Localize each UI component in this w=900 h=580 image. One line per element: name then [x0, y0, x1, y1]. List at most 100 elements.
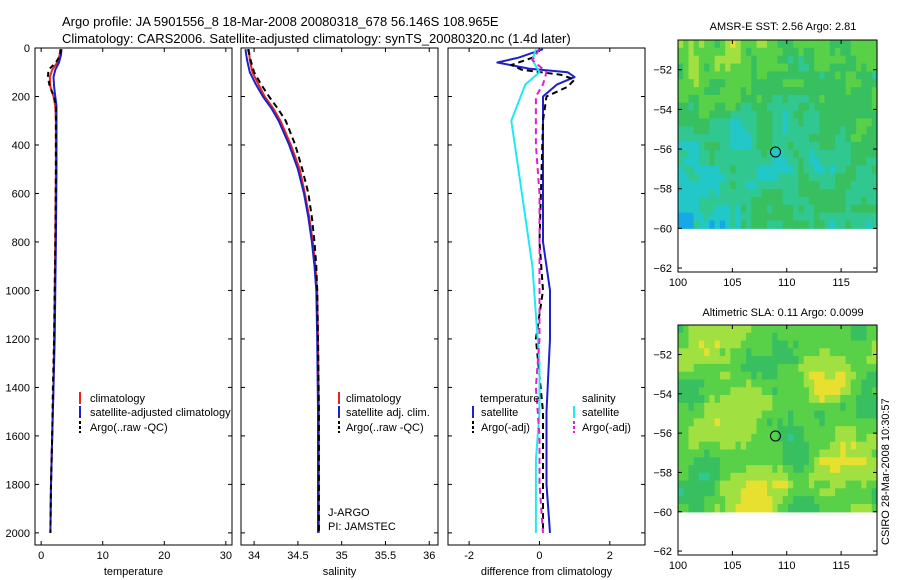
heatmap-cell	[803, 173, 810, 182]
heatmap-cell	[856, 87, 862, 96]
heatmap-cell	[829, 94, 836, 104]
heatmap-cell	[850, 426, 857, 435]
heatmap-cell	[788, 395, 794, 404]
heatmap-cell	[740, 332, 747, 342]
heatmap-cell	[861, 47, 868, 57]
heatmap-cell	[808, 402, 815, 412]
heatmap-cell	[777, 387, 784, 396]
heatmap-cell	[698, 157, 705, 167]
heatmap-cell	[735, 63, 742, 72]
heatmap-cell	[840, 47, 847, 57]
heatmap-cell	[845, 348, 852, 357]
heatmap-cell	[798, 433, 805, 443]
heatmap-cell	[746, 102, 752, 112]
heatmap-cell	[793, 371, 799, 381]
heatmap-cell	[704, 79, 710, 88]
heatmap-cell	[788, 118, 794, 127]
heatmap-cell	[777, 220, 784, 229]
heatmap-cell	[803, 212, 810, 222]
csiro-timestamp-note: CSIRO 28-Mar-2008 10:30:57	[880, 398, 892, 545]
heatmap-cell	[678, 441, 684, 451]
heatmap-cell	[782, 488, 789, 497]
heatmap-cell	[788, 212, 794, 222]
heatmap-cell	[688, 79, 695, 88]
heatmap-cell	[772, 356, 779, 365]
heatmap-cell	[856, 102, 862, 112]
heatmap-cell	[808, 181, 815, 190]
heatmap-cell	[693, 55, 700, 65]
heatmap-cell	[709, 356, 716, 365]
figure-title-line1: Argo profile: JA 5901556_8 18-Mar-2008 2…	[62, 14, 499, 29]
heatmap-cell	[777, 449, 784, 458]
heatmap-cell	[772, 181, 779, 190]
heatmap-cell	[788, 181, 794, 190]
heatmap-cell	[814, 387, 820, 396]
heatmap-cell	[719, 157, 726, 167]
heatmap-cell	[688, 426, 695, 435]
heatmap-cell	[871, 465, 878, 474]
heatmap-cell	[798, 204, 805, 214]
heatmap-cell	[719, 110, 726, 119]
heatmap-cell	[761, 110, 768, 119]
heatmap-cell	[814, 371, 820, 381]
heatmap-cell	[772, 395, 779, 404]
heatmap-cell	[678, 426, 684, 435]
heatmap-cell	[693, 441, 700, 451]
heatmap-cell	[856, 204, 862, 214]
sst-map-title: AMSR-E SST: 2.56 Argo: 2.81	[710, 21, 857, 33]
heatmap-cell	[814, 348, 820, 357]
heatmap-cell	[819, 134, 826, 143]
heatmap-cell	[856, 325, 862, 334]
heatmap-cell	[751, 410, 758, 419]
heatmap-cell	[709, 220, 716, 229]
heatmap-cell	[871, 348, 878, 357]
heatmap-cell	[746, 212, 752, 222]
heatmap-cell	[871, 356, 878, 365]
heatmap-cell	[808, 465, 815, 474]
heatmap-cell	[793, 63, 799, 72]
legend-label: satellite	[582, 407, 619, 419]
argo-location-marker	[769, 146, 781, 158]
heatmap-cell	[861, 441, 868, 451]
heatmap-cell	[871, 496, 878, 505]
heatmap-cell	[840, 465, 847, 474]
heatmap-cell	[793, 157, 799, 167]
heatmap-cell	[725, 157, 731, 167]
heatmap-cell	[871, 402, 878, 412]
heatmap-cell	[735, 480, 742, 489]
heatmap-cell	[767, 410, 773, 419]
heatmap-cell	[871, 118, 878, 127]
heatmap-cell	[856, 340, 862, 349]
heatmap-cell	[730, 142, 737, 151]
heatmap-cell	[714, 55, 721, 65]
heatmap-cell	[698, 134, 705, 143]
heatmap-cell	[824, 449, 831, 458]
heatmap-cell	[814, 142, 820, 151]
heatmap-cell	[704, 356, 710, 365]
heatmap-cell	[782, 94, 789, 104]
heatmap-cell	[725, 340, 731, 349]
heatmap-cell	[824, 220, 831, 229]
heatmap-cell	[840, 356, 847, 365]
heatmap-cell	[693, 165, 700, 174]
heatmap-cell	[751, 402, 758, 412]
heatmap-cell	[746, 325, 752, 334]
heatmap-cell	[777, 457, 784, 466]
heatmap-cell	[856, 126, 862, 135]
heatmap-cell	[829, 504, 836, 513]
heatmap-cell	[714, 165, 721, 174]
heatmap-cell	[704, 47, 710, 57]
heatmap-cell	[704, 189, 710, 198]
heatmap-cell	[819, 63, 826, 72]
heatmap-cell	[714, 504, 721, 513]
heatmap-cell	[808, 325, 815, 334]
heatmap-cell	[793, 402, 799, 412]
heatmap-cell	[756, 181, 763, 190]
heatmap-cell	[793, 149, 799, 159]
heatmap-cell	[688, 356, 695, 365]
heatmap-cell	[761, 410, 768, 419]
heatmap-cell	[756, 379, 763, 388]
heatmap-cell	[835, 118, 841, 127]
heatmap-cell	[808, 94, 815, 104]
heatmap-cell	[714, 157, 721, 167]
